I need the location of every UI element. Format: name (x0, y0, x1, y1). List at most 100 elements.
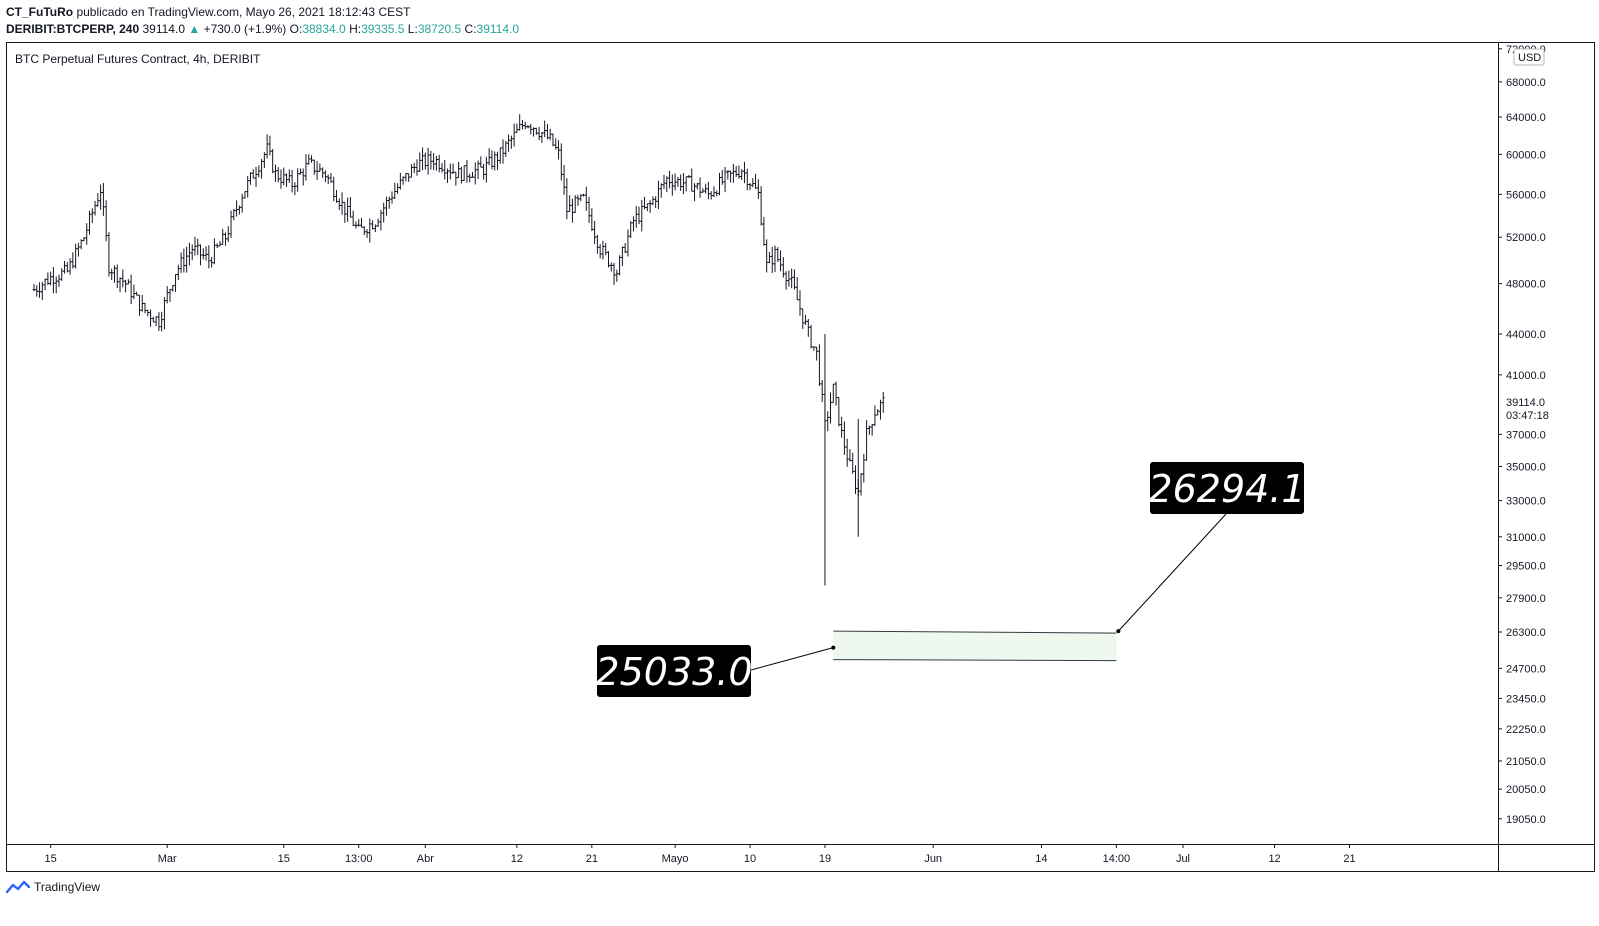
ohlc-bar (659, 183, 663, 198)
ohlc-bar (742, 161, 746, 184)
ohlc-bar (532, 127, 536, 137)
ohlc-bar (881, 391, 885, 413)
ohlc-bar (629, 221, 633, 239)
ohlc-bar (740, 169, 744, 180)
ohlc-bar (767, 251, 771, 264)
callout-anchor (1116, 629, 1121, 634)
ohlc-bar (568, 195, 572, 213)
ohlc-bar (451, 163, 455, 174)
ohlc-bar (687, 174, 691, 179)
currency-tag: USD (1513, 48, 1545, 66)
y-tick-label: 19050.0 (1506, 814, 1546, 826)
ohlc-bar (315, 161, 319, 180)
ohlc-bar (240, 193, 244, 213)
chart-title: BTC Perpetual Futures Contract, 4h, DERI… (15, 52, 261, 66)
ohlc-bar (706, 181, 710, 200)
ohlc-bar (540, 132, 544, 143)
price-axis[interactable]: 72000.068000.064000.060000.056000.052000… (1498, 44, 1549, 826)
ohlc-bar (223, 232, 227, 246)
ohlc-bar (446, 168, 450, 183)
ohlc-bar (754, 173, 758, 189)
ohlc-bar (751, 178, 755, 188)
ohlc-bar (129, 274, 133, 305)
ohlc-bar (512, 123, 516, 147)
ohlc-bar (570, 198, 574, 223)
ohlc-bar (784, 271, 788, 290)
ohlc-bar (518, 114, 522, 131)
price-chart[interactable]: BTC Perpetual Futures Contract, 4h, DERI… (6, 42, 1595, 872)
ohlc-bar (790, 268, 794, 289)
footer-brand[interactable]: TradingView (6, 880, 100, 894)
ohlc-bar (587, 196, 591, 223)
ohlc-bar (326, 174, 330, 185)
ohlc-bar (396, 183, 400, 194)
ohlc-bar (626, 229, 630, 257)
chart-frame[interactable]: BTC Perpetual Futures Contract, 4h, DERI… (6, 42, 1595, 872)
currency-tag-label: USD (1518, 52, 1541, 64)
ohlc-bar (645, 203, 649, 212)
ohlc-bar (604, 242, 608, 256)
x-tick-label: 15 (278, 853, 290, 865)
y-tick-label: 20050.0 (1506, 784, 1546, 796)
ohlc-bar (865, 420, 869, 461)
ohlc-bar (640, 199, 644, 232)
ohlc-bar (459, 166, 463, 184)
ohlc-bar (526, 124, 530, 129)
ohlc-bar (573, 195, 577, 214)
ohlc-bar (49, 271, 53, 286)
ohlc-bar (276, 167, 280, 183)
ohlc-bar (809, 325, 813, 349)
ohlc-bar (762, 216, 766, 246)
ohlc-bar (201, 248, 205, 260)
ohlc-bar (215, 243, 219, 249)
callout-box (597, 645, 751, 697)
ohlc-bar (618, 255, 622, 276)
callout-layer: 26294.1 25033.0 (595, 462, 1306, 697)
ohlc-bar (551, 133, 555, 147)
ohlc-bar (407, 173, 411, 182)
symbol-name[interactable]: DERIBIT:BTCPERP, 240 (6, 22, 140, 36)
ohlc-bar (792, 269, 796, 290)
ohlc-bar (698, 177, 702, 198)
ohlc-bar (60, 268, 64, 281)
ohlc-bar (545, 123, 549, 140)
ohlc-bar (609, 262, 613, 272)
ohlc-bar (615, 269, 619, 282)
ohlc-bar (248, 172, 252, 185)
ohlc-bar (243, 191, 247, 199)
ohlc-bar (876, 409, 880, 416)
ohlc-bar (598, 244, 602, 259)
target-zone-top (833, 630, 1117, 634)
published-text: publicado en TradingView.com, Mayo 26, 2… (76, 5, 411, 19)
ohlc-bar (193, 236, 197, 256)
ohlc-bar (534, 127, 538, 135)
ohlc-bar (559, 143, 563, 181)
ohlc-bar (851, 452, 855, 474)
ohlc-bar (554, 138, 558, 150)
ohlc-bar (423, 152, 427, 170)
ohlc-bar (476, 160, 480, 180)
time-axis[interactable]: 15 Mar 15 13:00 Abr 12 21 Mayo 10 19 Jun 14 14:00 Jul… (45, 844, 1356, 865)
ohlc-bar (210, 256, 214, 268)
y-tick-label: 52000.0 (1506, 232, 1546, 244)
author-name[interactable]: CT_FuTuRo (6, 5, 74, 19)
x-tick-label: 19 (819, 853, 831, 865)
ohlc-bar (840, 416, 844, 438)
ohlc-bar (468, 173, 472, 183)
ohlc-bar (321, 167, 325, 178)
ohlc-bar (251, 169, 255, 179)
ohlc-bar (196, 238, 200, 255)
ohlc-bar (582, 193, 586, 197)
ohlc-bar (454, 171, 458, 186)
ohlc-bar (298, 168, 302, 175)
ohlc-bar (329, 172, 333, 183)
x-tick-label: 12 (1268, 853, 1280, 865)
ohlc-bar (310, 155, 314, 163)
ohlc-bar (185, 246, 189, 273)
target-zone-fill (833, 632, 1117, 661)
ohlc-bar (859, 473, 863, 496)
ohlc-bar (71, 252, 75, 269)
ohlc-bar (190, 244, 194, 261)
ohlc-bar (590, 208, 594, 232)
x-tick-label: 15 (45, 853, 57, 865)
